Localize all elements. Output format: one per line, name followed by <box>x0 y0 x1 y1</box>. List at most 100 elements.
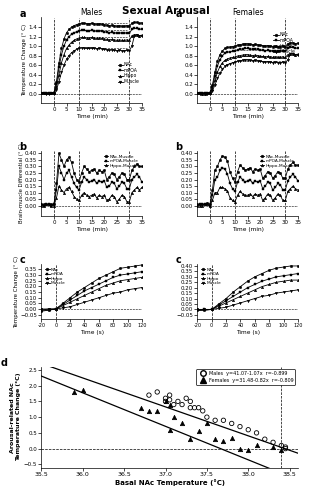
mPOA-Muscle <box>90 178 94 184</box>
Point <box>200 407 206 415</box>
Point <box>246 446 251 454</box>
NAc-Muscle <box>266 168 270 174</box>
Legend: NAc, mPOA, Hippo, Muscle: NAc, mPOA, Hippo, Muscle <box>116 60 142 86</box>
Point <box>204 413 210 421</box>
NAc-Muscle <box>278 170 282 176</box>
Hippo-Muscle <box>230 198 234 203</box>
NAc-Muscle <box>130 168 134 173</box>
mPOA-Muscle <box>220 164 224 170</box>
NAc-Muscle <box>225 158 229 164</box>
Hippo-Muscle <box>72 194 76 200</box>
Point <box>188 435 193 443</box>
NAc-Muscle <box>125 176 129 182</box>
Line: Hippo-Muscle: Hippo-Muscle <box>196 185 299 207</box>
mPOA-Muscle <box>130 176 134 182</box>
Text: c: c <box>175 255 181 265</box>
NAc-Muscle <box>253 166 257 172</box>
Point <box>237 444 243 452</box>
NAc-Muscle <box>263 172 267 178</box>
NAc-Muscle <box>223 154 227 160</box>
Point <box>213 416 218 424</box>
mPOA-Muscle <box>195 202 199 208</box>
NAc-Muscle <box>77 179 81 185</box>
NAc-Muscle <box>127 176 131 182</box>
mPOA-Muscle <box>281 187 285 193</box>
Point <box>254 429 259 437</box>
NAc-Muscle <box>276 168 280 174</box>
NAc-Muscle <box>67 154 71 160</box>
mPOA-Muscle <box>112 180 116 186</box>
NAc-Muscle <box>52 202 56 207</box>
Hippo-Muscle <box>263 195 267 201</box>
Point <box>72 388 77 396</box>
mPOA-Muscle <box>276 180 280 186</box>
mPOA-Muscle <box>263 183 267 189</box>
mPOA-Muscle <box>248 176 252 182</box>
Hippo-Muscle <box>271 198 275 203</box>
Text: Sexual Arousal: Sexual Arousal <box>121 6 210 16</box>
NAc-Muscle <box>85 166 89 172</box>
Hippo-Muscle <box>112 194 116 200</box>
Hippo-Muscle <box>215 190 219 196</box>
Hippo-Muscle <box>47 202 51 207</box>
Line: mPOA-Muscle: mPOA-Muscle <box>40 165 143 207</box>
mPOA-Muscle <box>77 187 81 193</box>
Point <box>80 386 85 394</box>
Hippo-Muscle <box>105 198 109 203</box>
Point <box>167 426 172 434</box>
NAc-Muscle <box>74 176 78 182</box>
NAc-Muscle <box>205 200 209 206</box>
NAc-Muscle <box>97 168 101 173</box>
Line: Hippo-Muscle: Hippo-Muscle <box>40 185 143 207</box>
NAc-Muscle <box>42 202 46 207</box>
Line: NAc-Muscle: NAc-Muscle <box>40 152 143 206</box>
Hippo-Muscle <box>218 184 222 190</box>
X-axis label: Basal NAc Temperature (°C): Basal NAc Temperature (°C) <box>115 480 225 486</box>
X-axis label: Time (s): Time (s) <box>236 330 260 334</box>
Hippo-Muscle <box>100 194 104 200</box>
NAc-Muscle <box>70 160 73 166</box>
Point <box>163 398 168 406</box>
NAc-Muscle <box>135 161 139 167</box>
Legend: NAc-Muscle, mPOA-Muscle, Hippo-Muscle: NAc-Muscle, mPOA-Muscle, Hippo-Muscle <box>102 153 140 170</box>
Point <box>163 394 168 402</box>
mPOA-Muscle <box>100 179 104 185</box>
mPOA-Muscle <box>213 176 217 182</box>
Text: a: a <box>175 8 182 18</box>
Y-axis label: Brain-muscle Differential (° C): Brain-muscle Differential (° C) <box>19 144 24 224</box>
mPOA-Muscle <box>256 179 260 185</box>
Y-axis label: Temperature Change (° C): Temperature Change (° C) <box>22 24 27 97</box>
Hippo-Muscle <box>67 184 71 190</box>
Point <box>155 407 160 415</box>
Hippo-Muscle <box>65 186 69 192</box>
Point <box>254 442 259 450</box>
NAc-Muscle <box>55 180 59 186</box>
NAc-Muscle <box>39 202 43 207</box>
Point <box>270 443 276 451</box>
NAc-Muscle <box>281 175 285 181</box>
Hippo-Muscle <box>251 194 255 200</box>
Hippo-Muscle <box>85 192 89 198</box>
Hippo-Muscle <box>130 190 134 196</box>
mPOA-Muscle <box>268 180 272 186</box>
NAc-Muscle <box>220 153 224 159</box>
mPOA-Muscle <box>118 183 121 189</box>
Hippo-Muscle <box>135 184 139 190</box>
Hippo-Muscle <box>273 195 277 201</box>
NAc-Muscle <box>246 166 250 172</box>
Point <box>155 388 160 396</box>
Hippo-Muscle <box>291 183 295 189</box>
Legend: NAc-Muscle, mPOA-Muscle, Hippo-Muscle: NAc-Muscle, mPOA-Muscle, Hippo-Muscle <box>258 153 296 170</box>
NAc-Muscle <box>112 172 116 177</box>
mPOA-Muscle <box>55 187 59 193</box>
NAc-Muscle <box>208 202 212 207</box>
NAc-Muscle <box>60 157 64 163</box>
Point <box>175 398 180 406</box>
mPOA-Muscle <box>211 192 214 198</box>
mPOA-Muscle <box>140 179 144 185</box>
NAc-Muscle <box>72 170 76 176</box>
NAc-Muscle <box>107 174 111 180</box>
NAc-Muscle <box>82 164 86 170</box>
NAc-Muscle <box>44 202 48 207</box>
NAc-Muscle <box>100 168 104 174</box>
